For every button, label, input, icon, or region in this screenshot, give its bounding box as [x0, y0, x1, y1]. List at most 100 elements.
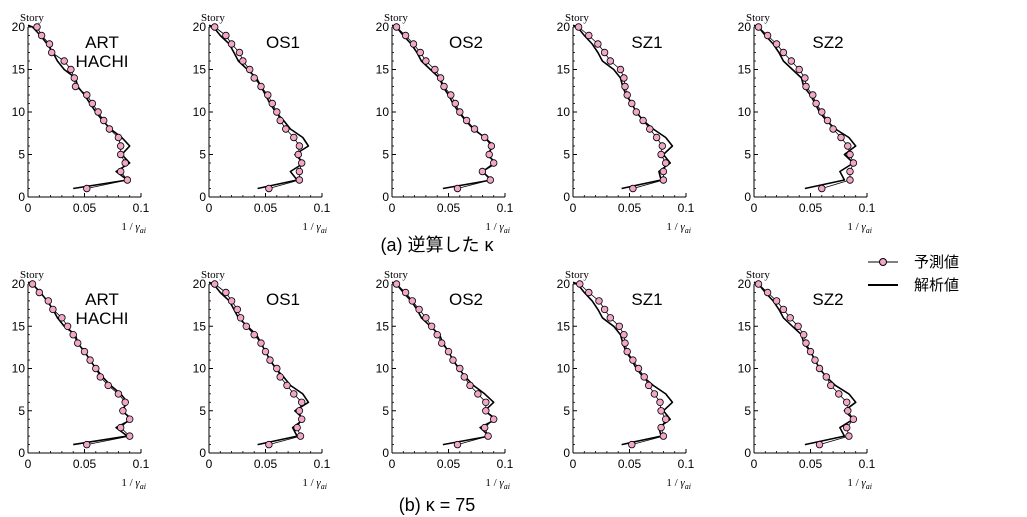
- predicted-point: [615, 322, 623, 330]
- predicted-point: [658, 142, 666, 150]
- x-axis-label: 1 / γai: [485, 477, 510, 491]
- x-tick-label: 0: [389, 457, 396, 471]
- x-axis-label: 1 / γai: [121, 477, 146, 491]
- predicted-point: [843, 423, 851, 432]
- panel-a-2: 0 5 10 15 20 0 0.05 0.1 Story 1 / γai OS1: [193, 12, 331, 235]
- x-tick-label: 0.05: [618, 457, 642, 471]
- predicted-point: [295, 407, 304, 415]
- predicted-point: [481, 133, 489, 142]
- predicted-point: [119, 407, 127, 415]
- y-tick-label: 5: [382, 404, 389, 418]
- predicted-point: [595, 297, 603, 305]
- predicted-point: [811, 356, 819, 364]
- x-tick-label: 0: [389, 201, 396, 215]
- predicted-point: [298, 415, 306, 423]
- x-tick-label: 0.1: [859, 201, 876, 215]
- predicted-point: [416, 48, 424, 57]
- predicted-point: [823, 116, 832, 125]
- predicted-point: [846, 176, 854, 184]
- y-tick-label: 0: [744, 446, 751, 460]
- predicted-point: [298, 398, 306, 406]
- predicted-point: [49, 305, 57, 314]
- predicted-point: [656, 398, 664, 406]
- y-tick-label: 20: [193, 277, 207, 291]
- y-tick-label: 20: [193, 20, 207, 34]
- x-tick-label: 0.05: [618, 201, 642, 215]
- y-tick-label: 10: [193, 105, 207, 119]
- x-tick-label: 0: [206, 201, 213, 215]
- y-tick-label: 10: [376, 362, 390, 376]
- predicted-point: [835, 390, 843, 398]
- predicted-point: [427, 322, 436, 330]
- predicted-point: [657, 423, 665, 432]
- x-tick-label: 0.05: [437, 457, 461, 471]
- y-tick-label: 0: [744, 190, 751, 204]
- predicted-point: [210, 23, 219, 31]
- predicted-point: [576, 280, 584, 288]
- predicted-point: [257, 339, 265, 347]
- predicted-point: [239, 57, 247, 65]
- predicted-point: [48, 48, 56, 57]
- y-tick-label: 5: [744, 404, 751, 418]
- x-tick-label: 0.05: [799, 201, 823, 215]
- predicted-point: [478, 167, 487, 176]
- predicted-point: [600, 305, 609, 314]
- predicted-point: [772, 40, 781, 48]
- predicted-point: [409, 40, 418, 48]
- predicted-point: [844, 142, 852, 150]
- predicted-point: [481, 423, 489, 432]
- predicted-point: [222, 31, 230, 40]
- predicted-point: [466, 381, 474, 390]
- x-tick-label: 0.05: [73, 201, 97, 215]
- predicted-point: [295, 167, 304, 176]
- predicted-point: [620, 331, 628, 339]
- x-tick-label: 0.05: [799, 457, 823, 471]
- predicted-point: [88, 99, 97, 108]
- y-tick-label: 20: [738, 20, 752, 34]
- y-tick-label: 20: [12, 277, 26, 291]
- predicted-point: [92, 364, 100, 373]
- predicted-point: [574, 23, 583, 31]
- x-tick-label: 0.1: [133, 201, 150, 215]
- x-tick-label: 0: [570, 201, 577, 215]
- y-tick-label: 0: [563, 446, 570, 460]
- predicted-point: [779, 305, 788, 314]
- predicted-point: [779, 48, 788, 57]
- predicted-point: [290, 390, 298, 398]
- predicted-point: [96, 373, 104, 381]
- y-tick-label: 5: [563, 404, 570, 418]
- y-axis-label: Story: [201, 269, 225, 281]
- y-tick-label: 15: [193, 63, 207, 77]
- predicted-point: [257, 82, 265, 91]
- predicted-point: [449, 356, 457, 364]
- x-tick-label: 0: [25, 457, 32, 471]
- y-axis-label: Story: [201, 12, 225, 24]
- predicted-point: [37, 31, 46, 40]
- x-axis-label: 1 / γai: [847, 221, 872, 235]
- predicted-point: [621, 339, 629, 347]
- predicted-point: [71, 82, 80, 91]
- predicted-point: [786, 314, 794, 322]
- y-tick-label: 15: [738, 63, 752, 77]
- predicted-point: [99, 116, 108, 125]
- x-tick-label: 0.1: [678, 201, 695, 215]
- predicted-point: [606, 57, 614, 65]
- x-tick-label: 0.1: [497, 201, 514, 215]
- x-tick-label: 0: [25, 201, 32, 215]
- panel-title: ART: [85, 290, 119, 309]
- x-tick-label: 0: [751, 201, 758, 215]
- predicted-point: [812, 99, 820, 108]
- y-tick-label: 0: [199, 446, 206, 460]
- predicted-point: [849, 159, 858, 167]
- predicted-point: [276, 373, 284, 381]
- panel-title: OS1: [266, 33, 300, 52]
- y-tick-label: 10: [12, 105, 26, 119]
- predicted-point: [265, 184, 273, 193]
- predicted-point: [628, 99, 636, 108]
- predicted-point: [295, 176, 304, 184]
- predicted-point: [282, 125, 290, 133]
- x-tick-label: 0.1: [859, 457, 876, 471]
- predicted-point: [45, 40, 54, 48]
- predicted-point: [623, 347, 631, 356]
- predicted-point: [629, 184, 637, 193]
